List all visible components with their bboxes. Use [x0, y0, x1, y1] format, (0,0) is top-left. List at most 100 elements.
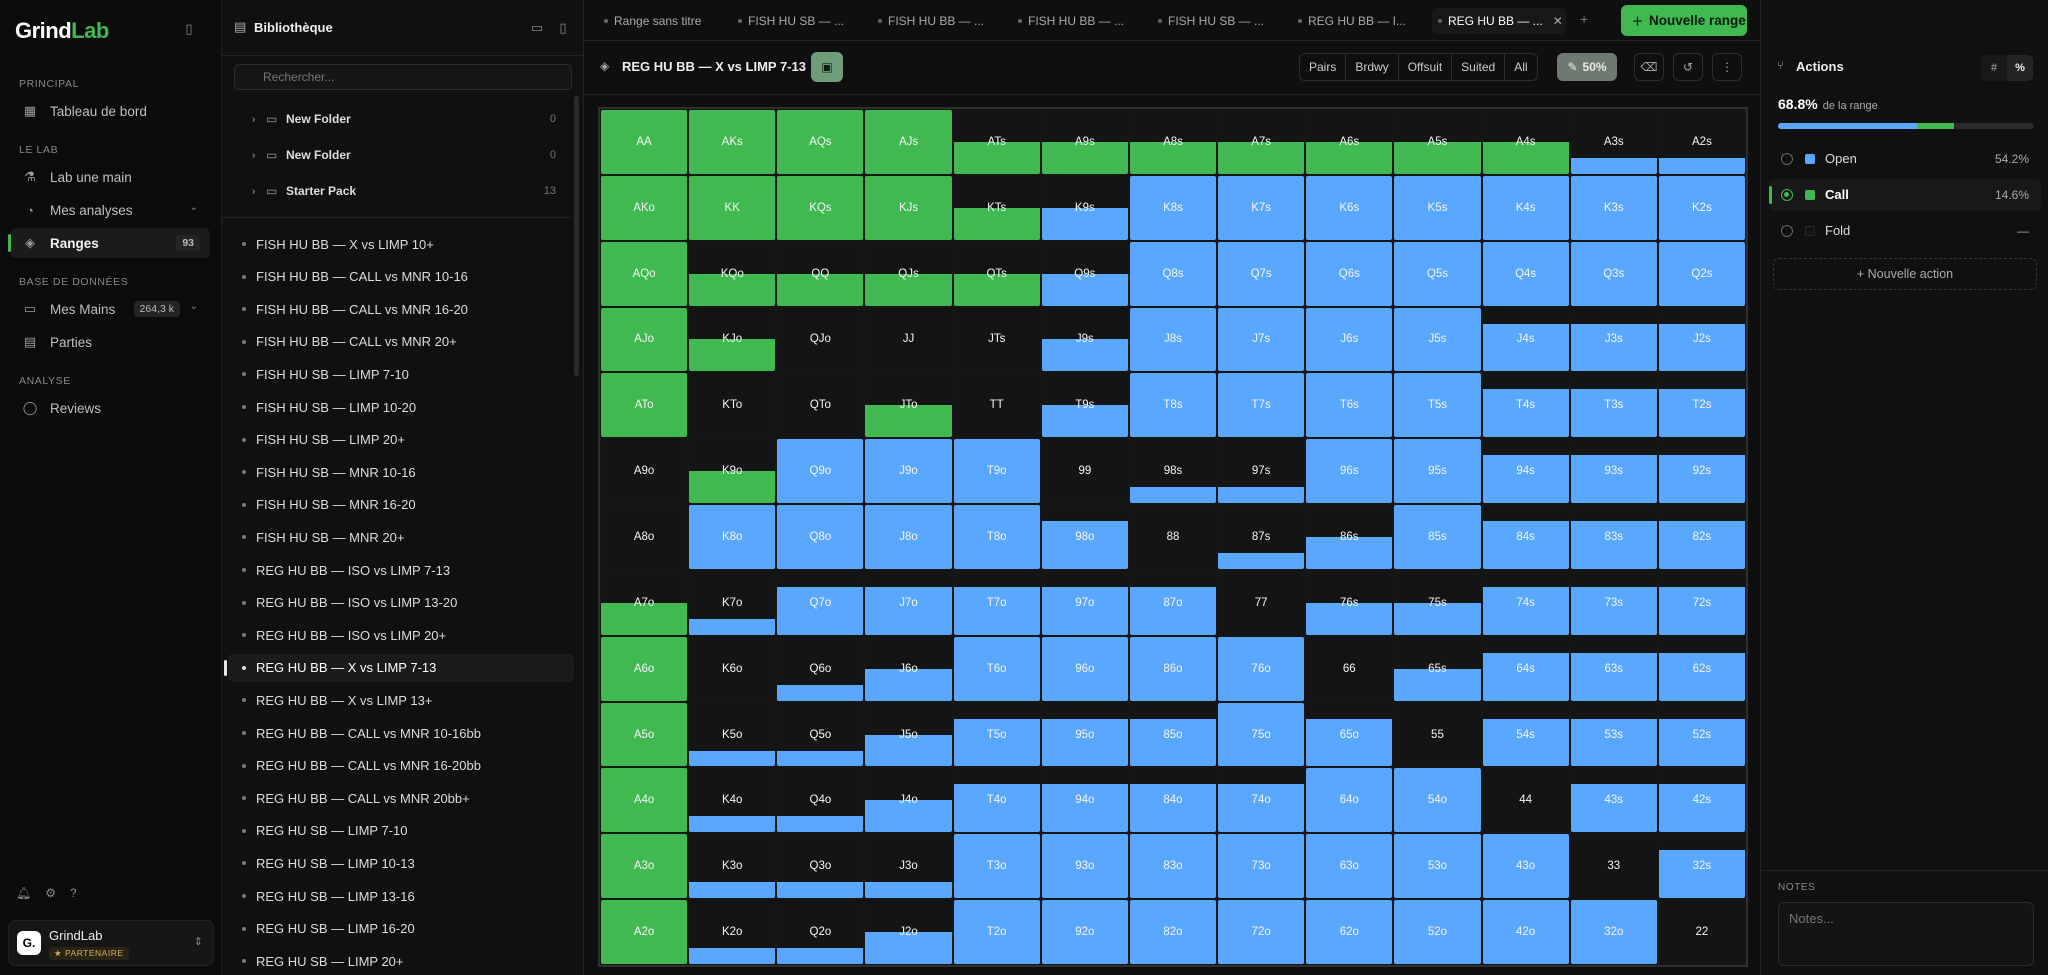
hand-cell[interactable]: A4o — [601, 768, 688, 833]
range-list-item[interactable]: REG HU SB — LIMP 20+ — [228, 947, 574, 975]
hand-cell[interactable]: 88 — [1129, 505, 1217, 569]
hand-cell[interactable]: KTo — [689, 373, 776, 438]
hand-cell[interactable]: AA — [601, 110, 688, 174]
action-open[interactable]: Open 54.2% — [1769, 143, 2041, 175]
hand-cell[interactable]: A8o — [601, 505, 688, 569]
sidebar-item-parties[interactable]: ▤ Parties — [10, 327, 210, 357]
new-folder-icon[interactable]: ▭ — [530, 20, 544, 35]
range-list-item[interactable]: FISH HU SB — LIMP 20+ — [228, 426, 574, 454]
range-list-item[interactable]: REG HU BB — ISO vs LIMP 20+ — [228, 621, 574, 649]
hand-cell[interactable]: 73s — [1570, 570, 1657, 635]
hand-cell[interactable]: K7s — [1218, 175, 1305, 240]
hand-cell[interactable]: J4s — [1482, 307, 1569, 372]
hand-cell[interactable]: A6s — [1306, 110, 1393, 174]
hand-cell[interactable]: 73o — [1218, 834, 1305, 899]
hand-cell[interactable]: 94s — [1482, 439, 1569, 504]
tab-range[interactable]: REG HU BB — ... ✕ — [1432, 8, 1566, 34]
hand-cell[interactable]: 98s — [1129, 439, 1217, 504]
hand-cell[interactable]: 83s — [1570, 505, 1657, 569]
hand-cell[interactable]: K8o — [689, 505, 776, 569]
hand-cell[interactable]: Q4o — [777, 768, 864, 833]
filter-pairs[interactable]: Pairs — [1300, 54, 1347, 80]
hand-cell[interactable]: 87s — [1218, 505, 1305, 569]
hand-cell[interactable]: J6s — [1306, 307, 1393, 372]
color-swatch[interactable] — [1805, 190, 1815, 200]
hand-cell[interactable]: 76o — [1218, 636, 1305, 701]
tab-range[interactable]: FISH HU SB — ... — [732, 8, 858, 34]
hand-cell[interactable]: A5o — [601, 702, 688, 767]
hand-cell[interactable]: 54o — [1394, 768, 1481, 833]
hand-cell[interactable]: 53s — [1570, 702, 1657, 767]
range-list-item[interactable]: REG HU BB — CALL vs MNR 20bb+ — [228, 784, 574, 812]
hand-cell[interactable]: AKo — [601, 175, 688, 240]
hand-cell[interactable]: T7s — [1218, 373, 1305, 438]
hand-cell[interactable]: AJs — [865, 110, 952, 174]
brush-percent-button[interactable]: ✎ 50% — [1557, 53, 1617, 81]
range-list-item[interactable]: REG HU BB — ISO vs LIMP 13-20 — [228, 589, 574, 617]
hand-cell[interactable]: J2s — [1658, 307, 1745, 372]
range-list-item[interactable]: FISH HU SB — MNR 16-20 — [228, 491, 574, 519]
radio-icon[interactable] — [1781, 225, 1793, 237]
help-icon[interactable]: ? — [70, 886, 77, 900]
hand-cell[interactable]: QQ — [777, 241, 864, 306]
hand-cell[interactable]: T9s — [1041, 373, 1128, 438]
library-scrollbar[interactable] — [574, 96, 579, 376]
hand-cell[interactable]: T2o — [953, 900, 1040, 964]
hand-cell[interactable]: 63s — [1570, 636, 1657, 701]
hand-cell[interactable]: A7s — [1218, 110, 1305, 174]
eraser-button[interactable]: ⌫ — [1634, 53, 1664, 81]
folder-item[interactable]: › ▭ New Folder 0 — [252, 142, 568, 168]
hand-cell[interactable]: 22 — [1658, 900, 1745, 964]
hand-cell[interactable]: A2s — [1658, 110, 1745, 174]
hand-cell[interactable]: KJo — [689, 307, 776, 372]
hand-cell[interactable]: 95o — [1041, 702, 1128, 767]
hand-cell[interactable]: Q4s — [1482, 241, 1569, 306]
toggle-count[interactable]: # — [1990, 62, 1998, 74]
settings-icon[interactable]: ⚙ — [45, 886, 56, 900]
sidebar-item-lab-une-main[interactable]: ⚗ Lab une main — [10, 162, 210, 192]
hand-cell[interactable]: 87o — [1129, 570, 1217, 635]
hand-cell[interactable]: J8o — [865, 505, 952, 569]
hand-cell[interactable]: 43o — [1482, 834, 1569, 899]
hand-cell[interactable]: T6o — [953, 636, 1040, 701]
hand-cell[interactable]: ATs — [953, 110, 1040, 174]
sidebar-item-reviews[interactable]: ◯ Reviews — [10, 393, 210, 423]
hand-cell[interactable]: 85o — [1129, 702, 1217, 767]
hand-cell[interactable]: TT — [953, 373, 1040, 438]
action-call[interactable]: Call 14.6% — [1769, 179, 2041, 211]
hand-cell[interactable]: J3s — [1570, 307, 1657, 372]
hand-cell[interactable]: 93s — [1570, 439, 1657, 504]
hand-cell[interactable]: QJs — [865, 241, 952, 306]
hand-cell[interactable]: 52s — [1658, 702, 1745, 767]
search-input[interactable] — [234, 64, 572, 90]
hand-cell[interactable]: 95s — [1394, 439, 1481, 504]
hand-cell[interactable]: K9o — [689, 439, 776, 504]
range-list-item[interactable]: REG HU BB — X vs LIMP 7-13 — [224, 653, 574, 682]
hand-cell[interactable]: T5o — [953, 702, 1040, 767]
sidebar-item-mes-analyses[interactable]: ◔ Mes analyses ⌄ — [10, 195, 210, 225]
hand-cell[interactable]: T8o — [953, 505, 1040, 569]
hand-cell[interactable]: K4s — [1482, 175, 1569, 240]
tab-range[interactable]: FISH HU BB — ... — [872, 8, 998, 34]
hand-cell[interactable]: 42o — [1482, 900, 1569, 964]
hand-cell[interactable]: KK — [689, 175, 776, 240]
range-list-item[interactable]: FISH HU BB — CALL vs MNR 10-16 — [228, 263, 574, 291]
range-list-item[interactable]: FISH HU SB — MNR 10-16 — [228, 458, 574, 486]
hand-cell[interactable]: J8s — [1129, 307, 1217, 372]
hand-cell[interactable]: ATo — [601, 373, 688, 438]
hand-cell[interactable]: K3s — [1570, 175, 1657, 240]
hand-cell[interactable]: JTs — [953, 307, 1040, 372]
hand-cell[interactable]: A3s — [1570, 110, 1657, 174]
hand-cell[interactable]: 92s — [1658, 439, 1745, 504]
hand-cell[interactable]: J9s — [1041, 307, 1128, 372]
hand-cell[interactable]: Q7s — [1218, 241, 1305, 306]
hand-cell[interactable]: 74s — [1482, 570, 1569, 635]
notes-textarea[interactable] — [1778, 902, 2034, 966]
hand-cell[interactable]: 84s — [1482, 505, 1569, 569]
hand-cell[interactable]: K2o — [689, 900, 776, 964]
app-logo[interactable]: GrindLab — [15, 18, 109, 43]
hand-cell[interactable]: 32o — [1570, 900, 1657, 964]
hand-cell[interactable]: 65o — [1306, 702, 1393, 767]
hand-cell[interactable]: A3o — [601, 834, 688, 899]
reset-button[interactable]: ↺ — [1673, 53, 1703, 81]
